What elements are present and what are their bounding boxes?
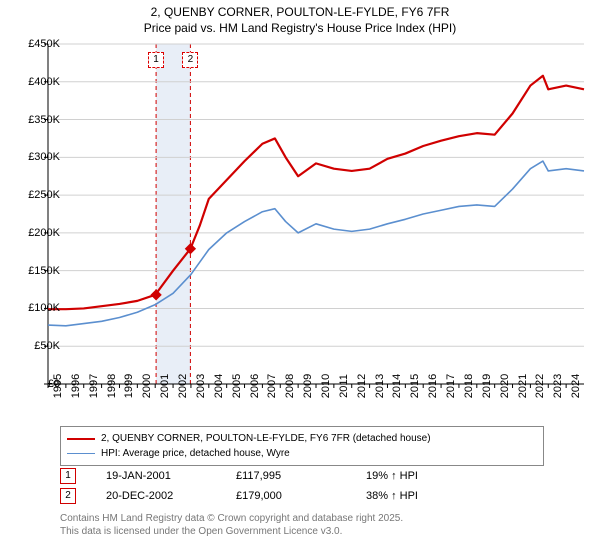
x-tick-label: 2019 bbox=[481, 374, 493, 398]
x-tick-label: 2024 bbox=[570, 374, 582, 398]
legend-item-price-paid: 2, QUENBY CORNER, POULTON-LE-FYLDE, FY6 … bbox=[67, 431, 537, 446]
tx-date: 20-DEC-2002 bbox=[106, 490, 206, 502]
legend-swatch-price-paid bbox=[67, 438, 95, 440]
x-tick-label: 2017 bbox=[445, 374, 457, 398]
x-tick-label: 2015 bbox=[409, 374, 421, 398]
x-tick-label: 2011 bbox=[338, 374, 350, 398]
x-tick-label: 2004 bbox=[213, 374, 225, 398]
x-tick-label: 2006 bbox=[249, 374, 261, 398]
x-tick-label: 1995 bbox=[52, 374, 64, 398]
x-tick-label: 2009 bbox=[302, 374, 314, 398]
y-tick-label: £350K bbox=[28, 114, 60, 126]
legend-item-hpi: HPI: Average price, detached house, Wyre bbox=[67, 446, 537, 461]
footer-line1: Contains HM Land Registry data © Crown c… bbox=[60, 512, 403, 525]
chart-container: 2, QUENBY CORNER, POULTON-LE-FYLDE, FY6 … bbox=[0, 0, 600, 560]
table-row: 2 20-DEC-2002 £179,000 38% ↑ HPI bbox=[60, 486, 466, 506]
title-line2: Price paid vs. HM Land Registry's House … bbox=[0, 20, 600, 36]
footer-line2: This data is licensed under the Open Gov… bbox=[60, 525, 403, 538]
legend: 2, QUENBY CORNER, POULTON-LE-FYLDE, FY6 … bbox=[60, 426, 544, 466]
tx-vs-hpi: 38% ↑ HPI bbox=[366, 490, 466, 502]
tx-vs-hpi: 19% ↑ HPI bbox=[366, 470, 466, 482]
y-tick-label: £50K bbox=[34, 340, 60, 352]
chart-area bbox=[48, 44, 584, 384]
y-tick-label: £200K bbox=[28, 227, 60, 239]
y-tick-label: £450K bbox=[28, 38, 60, 50]
title-block: 2, QUENBY CORNER, POULTON-LE-FYLDE, FY6 … bbox=[0, 0, 600, 38]
x-tick-label: 2021 bbox=[517, 374, 529, 398]
legend-swatch-hpi bbox=[67, 453, 95, 454]
x-tick-label: 1997 bbox=[88, 374, 100, 398]
y-tick-label: £400K bbox=[28, 76, 60, 88]
y-tick-label: £250K bbox=[28, 189, 60, 201]
x-tick-label: 2018 bbox=[463, 374, 475, 398]
x-tick-label: 2001 bbox=[159, 374, 171, 398]
y-tick-label: £100K bbox=[28, 302, 60, 314]
tx-badge-1: 1 bbox=[60, 468, 76, 484]
x-tick-label: 2022 bbox=[534, 374, 546, 398]
x-tick-label: 1999 bbox=[123, 374, 135, 398]
x-tick-label: 2003 bbox=[195, 374, 207, 398]
tx-badge-2: 2 bbox=[60, 488, 76, 504]
tx-date: 19-JAN-2001 bbox=[106, 470, 206, 482]
x-tick-label: 2016 bbox=[427, 374, 439, 398]
x-tick-label: 2014 bbox=[391, 374, 403, 398]
band-badge: 1 bbox=[148, 52, 164, 68]
title-line1: 2, QUENBY CORNER, POULTON-LE-FYLDE, FY6 … bbox=[0, 4, 600, 20]
x-tick-label: 2023 bbox=[552, 374, 564, 398]
x-tick-label: 2013 bbox=[374, 374, 386, 398]
x-tick-label: 2005 bbox=[231, 374, 243, 398]
x-tick-label: 1996 bbox=[70, 374, 82, 398]
transaction-table: 1 19-JAN-2001 £117,995 19% ↑ HPI 2 20-DE… bbox=[60, 466, 466, 506]
x-tick-label: 2010 bbox=[320, 374, 332, 398]
legend-label-price-paid: 2, QUENBY CORNER, POULTON-LE-FYLDE, FY6 … bbox=[101, 431, 431, 446]
x-tick-label: 2000 bbox=[141, 374, 153, 398]
x-tick-label: 2002 bbox=[177, 374, 189, 398]
y-tick-label: £150K bbox=[28, 265, 60, 277]
y-tick-label: £300K bbox=[28, 151, 60, 163]
footer: Contains HM Land Registry data © Crown c… bbox=[60, 512, 403, 538]
chart-svg bbox=[48, 44, 584, 384]
table-row: 1 19-JAN-2001 £117,995 19% ↑ HPI bbox=[60, 466, 466, 486]
band-badge: 2 bbox=[182, 52, 198, 68]
x-tick-label: 2008 bbox=[284, 374, 296, 398]
x-tick-label: 2012 bbox=[356, 374, 368, 398]
tx-price: £117,995 bbox=[236, 470, 336, 482]
x-tick-label: 1998 bbox=[106, 374, 118, 398]
legend-label-hpi: HPI: Average price, detached house, Wyre bbox=[101, 446, 290, 461]
x-tick-label: 2007 bbox=[266, 374, 278, 398]
tx-price: £179,000 bbox=[236, 490, 336, 502]
x-tick-label: 2020 bbox=[499, 374, 511, 398]
